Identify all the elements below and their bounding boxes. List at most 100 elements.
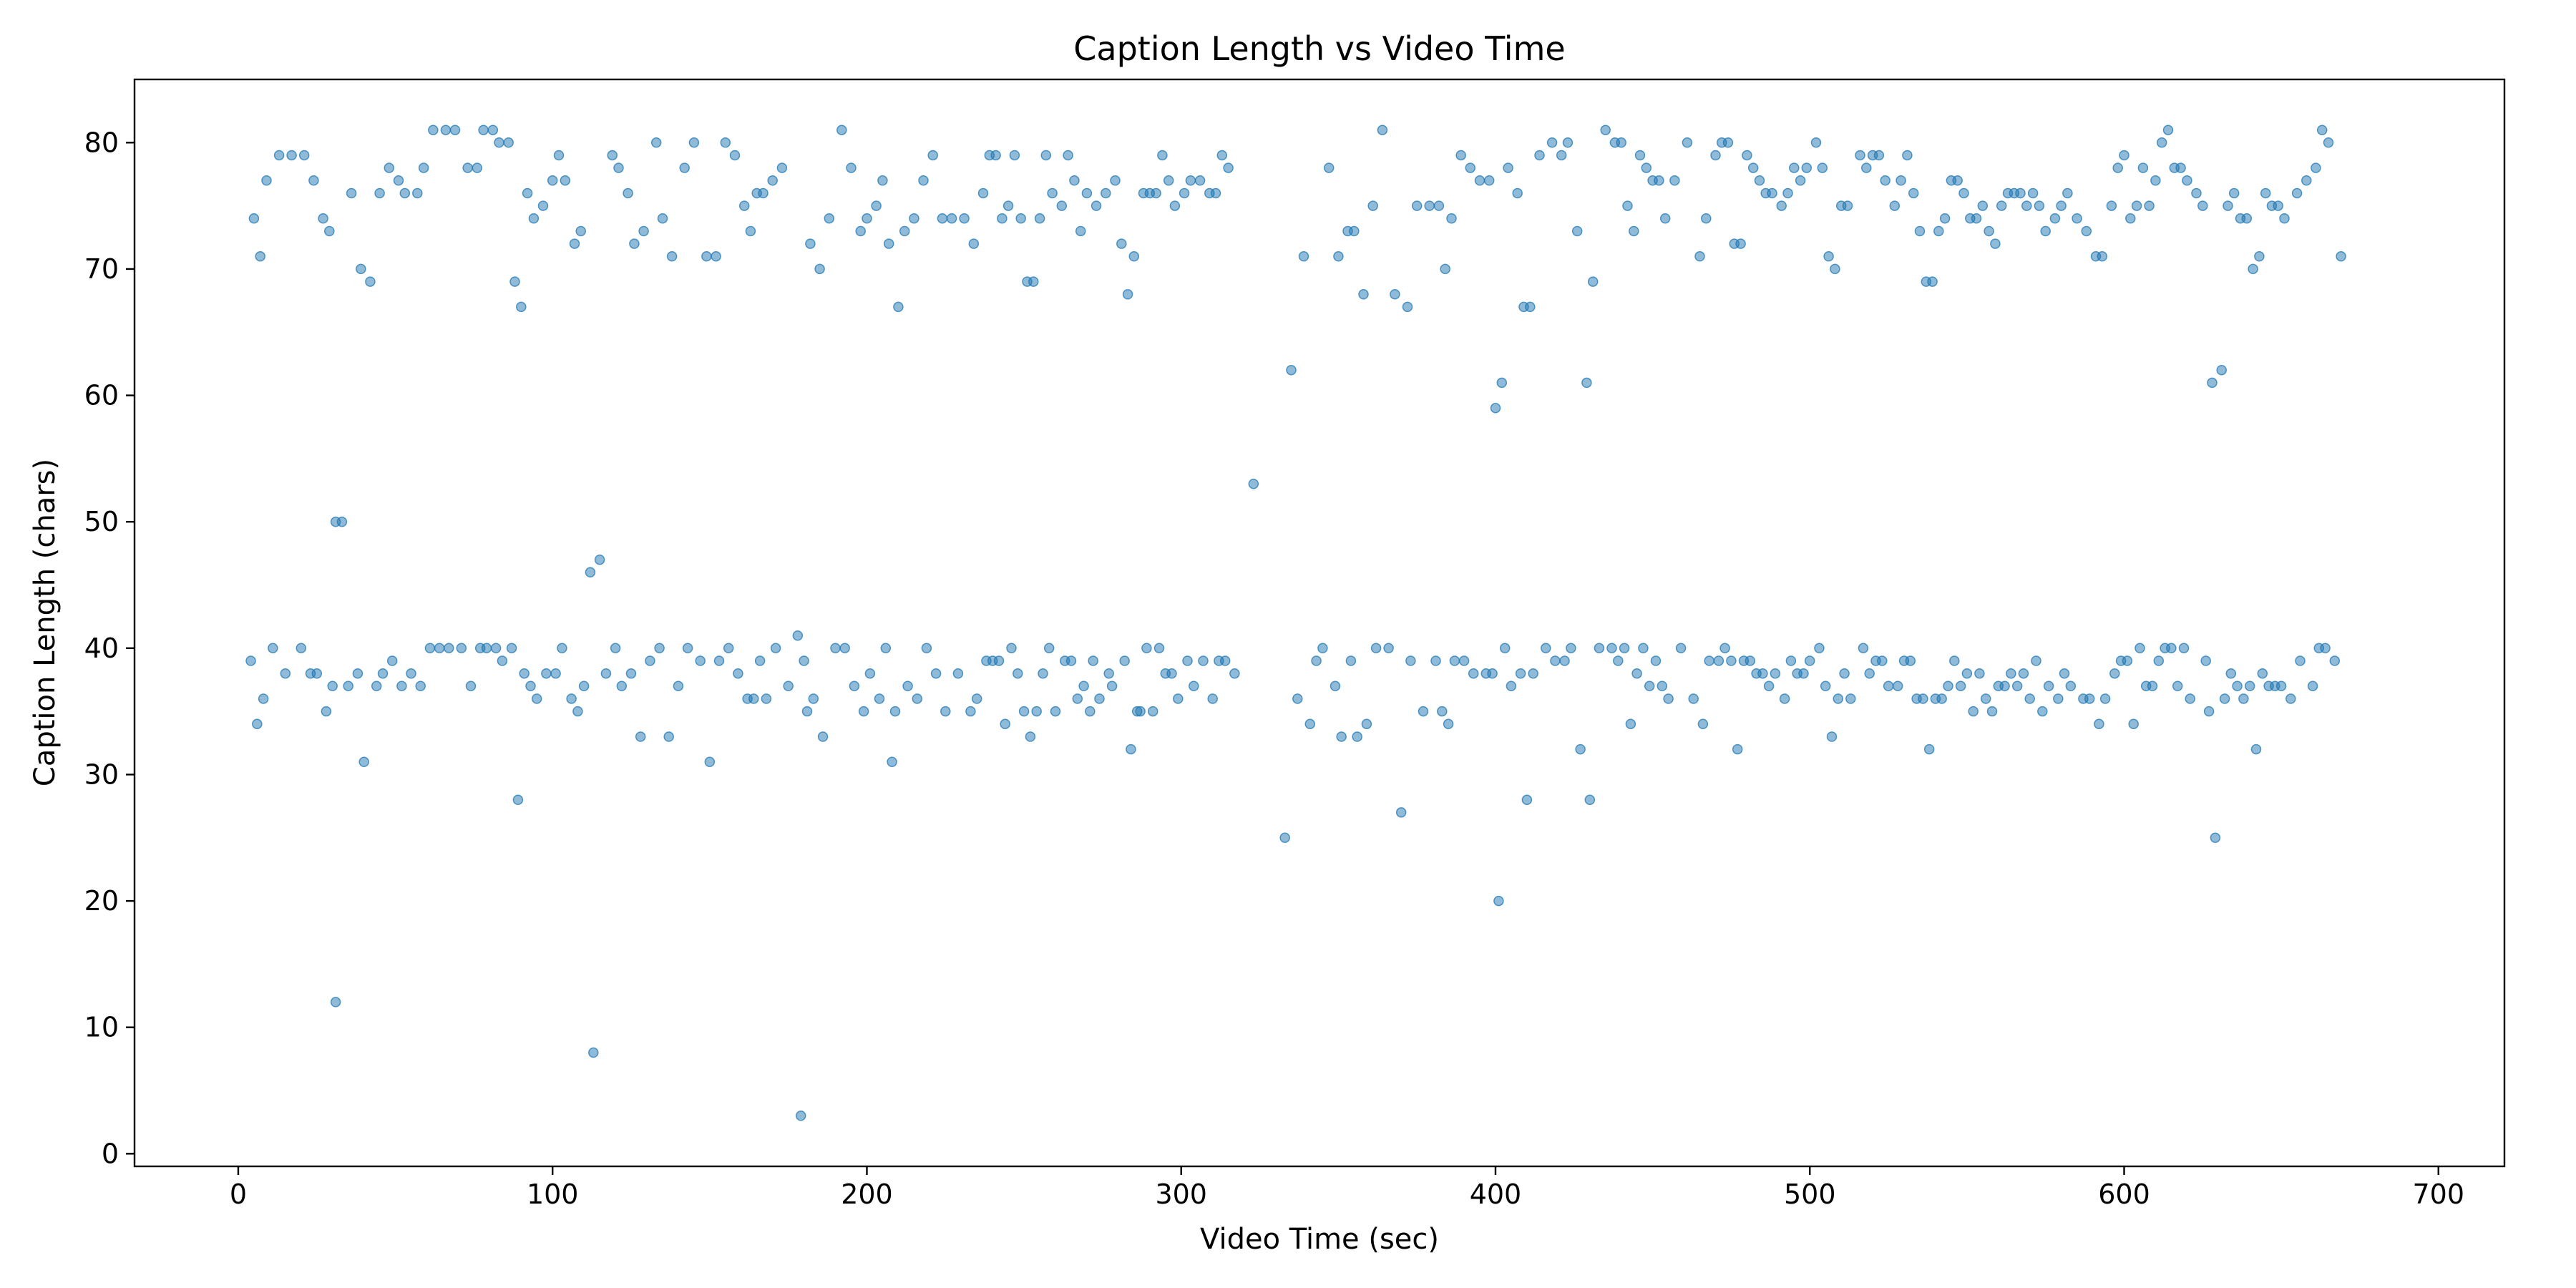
data-point [1025,731,1036,742]
data-point [1892,680,1903,692]
data-point [1050,706,1061,717]
data-point [2150,175,2161,186]
data-point [2223,200,2233,211]
data-point [1207,693,1218,704]
data-point [839,643,850,654]
data-point [1952,175,1963,186]
data-point [1034,213,1045,224]
y-tick-label: 70 [84,253,119,285]
data-point [1814,643,1825,654]
data-point [1634,150,1646,161]
data-point [1914,225,1926,237]
data-point [1437,706,1448,717]
data-point [2285,693,2296,704]
data-point [1525,301,1536,313]
data-point [1330,680,1341,692]
data-point [2059,668,2070,679]
data-point [1157,150,1168,161]
data-point [2311,162,2321,173]
data-point [456,643,467,654]
data-point [1166,668,1177,679]
data-point [2128,718,2139,730]
data-point [921,643,932,654]
data-point [1858,643,1869,654]
data-point [1468,668,1479,679]
x-tick-label: 0 [230,1179,247,1210]
data-point [607,150,618,161]
data-point [1726,655,1737,666]
x-tick-label: 300 [1155,1179,1207,1210]
data-point [449,125,461,135]
data-point [610,643,621,654]
data-point [1028,276,1039,287]
data-point [578,680,590,692]
data-point [682,643,693,654]
data-point [472,162,483,173]
data-point [1304,718,1316,730]
y-tick-label: 20 [84,885,119,917]
data-point [918,175,929,186]
data-point [2197,200,2208,211]
data-point [531,693,542,704]
data-point [864,668,876,679]
data-point [308,175,319,186]
data-point [968,238,980,249]
data-point [2097,251,2108,262]
data-point [1370,643,1382,654]
data-point [1958,187,1969,199]
data-point [883,238,894,249]
data-point [701,251,712,262]
data-point [1094,693,1105,704]
data-point [1864,668,1875,679]
data-point [2144,200,2155,211]
data-point [1559,655,1570,666]
data-point [2053,693,2064,704]
data-point [406,668,416,679]
data-point [776,162,788,173]
data-point [877,175,888,186]
data-point [1581,377,1592,389]
data-point [557,643,567,654]
data-point [1110,175,1121,186]
data-point [1575,743,1586,755]
data-point [2137,162,2149,173]
data-point [1173,693,1184,704]
data-point [1650,655,1662,666]
data-point [2065,680,2077,692]
data-point [2207,377,2218,389]
data-point [1638,643,1649,654]
data-point [1383,643,1394,654]
data-point [1722,137,1734,148]
data-point [377,668,389,679]
data-point [1546,137,1558,148]
data-point [1923,743,1935,755]
data-point [2156,137,2167,148]
data-point [1128,251,1140,262]
data-point [490,643,502,654]
data-point [1817,162,1828,173]
data-point [1229,668,1240,679]
data-point [1644,680,1655,692]
data-point [415,680,426,692]
data-point [846,162,857,173]
data-point [754,655,766,666]
data-point [1785,655,1797,666]
data-point [1135,706,1146,717]
data-point [1798,668,1809,679]
data-point [2257,668,2268,679]
data-point [2153,655,2165,666]
data-point [1541,643,1551,654]
data-point [830,643,841,654]
data-point [613,162,624,173]
data-point [1622,200,1633,211]
data-point [1311,655,1322,666]
data-point [358,756,369,768]
data-point [1528,668,1538,679]
data-point [2216,364,2227,376]
data-point [1223,162,1234,173]
data-point [1562,137,1574,148]
data-point [321,706,332,717]
data-point [1317,643,1328,654]
data-point [1395,807,1407,818]
data-point [2323,137,2334,148]
